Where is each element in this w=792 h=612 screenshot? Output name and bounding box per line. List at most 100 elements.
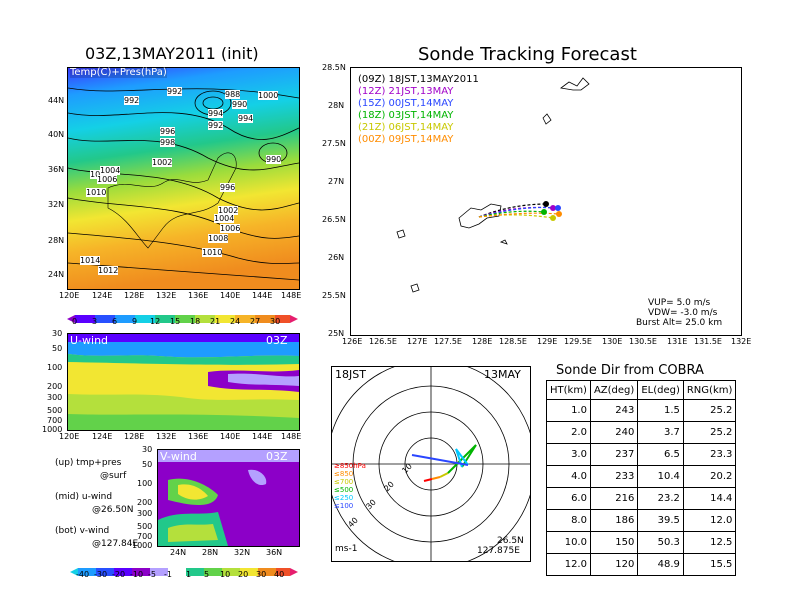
tracking-legend-entry: (21Z) 06JST,14MAY bbox=[358, 122, 454, 133]
uwind-label: U-wind bbox=[70, 334, 109, 347]
table-cell: 12.0 bbox=[546, 553, 591, 576]
isobar-label: 994 bbox=[238, 114, 254, 123]
isobar-label: 1004 bbox=[100, 166, 121, 175]
vwind-p-tick: 1000 bbox=[132, 541, 153, 550]
wind-colorbar-tick: -1 bbox=[164, 570, 172, 579]
isobar-label: 1010 bbox=[202, 248, 223, 257]
tracking-svg bbox=[396, 77, 590, 293]
legend-note: @127.84E bbox=[92, 539, 139, 549]
vwind-p-tick: 30 bbox=[142, 445, 153, 454]
legend-note: (bot) v-wind bbox=[55, 526, 110, 536]
column-header: EL(deg) bbox=[637, 380, 684, 400]
table-cell: 243 bbox=[589, 399, 639, 422]
isobar-label: 988 bbox=[225, 90, 241, 99]
table-row: 3.0 237 6.5 23.3 bbox=[546, 443, 737, 466]
legend-note: @26.50N bbox=[92, 505, 134, 515]
table-row: 6.0 216 23.2 14.4 bbox=[546, 487, 737, 510]
uwind-p-tick: 30 bbox=[52, 329, 63, 338]
uwind-lon-tick: 148E bbox=[281, 432, 302, 441]
tracking-lon-tick: 131.5E bbox=[694, 337, 722, 346]
tracking-param: VDW= -3.0 m/s bbox=[648, 308, 718, 318]
left-panel-title: 03Z,13MAY2011 (init) bbox=[85, 44, 259, 63]
table-cell: 6.0 bbox=[546, 487, 591, 510]
table-row: 1.0 243 1.5 25.2 bbox=[546, 399, 737, 422]
trajectory-endpoint bbox=[541, 209, 547, 215]
vwind-panel bbox=[157, 449, 300, 547]
temp-colorbar-tick: 24 bbox=[230, 317, 241, 326]
temp-colorbar-tick: 0 bbox=[72, 317, 78, 326]
tracking-param: VUP= 5.0 m/s bbox=[648, 298, 711, 308]
tracking-lon-tick: 127.5E bbox=[434, 337, 462, 346]
table-cell: 48.9 bbox=[637, 553, 684, 576]
vwind-p-tick: 200 bbox=[137, 498, 153, 507]
table-cell: 237 bbox=[589, 443, 639, 466]
table-cell: 15.5 bbox=[682, 553, 737, 576]
hodograph-panel bbox=[331, 366, 531, 562]
uwind-p-tick: 100 bbox=[47, 363, 63, 372]
isobar-label: 1006 bbox=[220, 224, 241, 233]
tracking-lon-tick: 128E bbox=[472, 337, 493, 346]
table-cell: 1.0 bbox=[546, 399, 591, 422]
table-cell: 20.2 bbox=[682, 465, 737, 488]
temp-colorbar-tick: 30 bbox=[270, 317, 281, 326]
wind-colorbar-tick: 40 bbox=[274, 570, 285, 579]
hodograph-lat: 26.5N bbox=[497, 536, 524, 546]
uwind-p-tick: 1000 bbox=[42, 425, 63, 434]
tracking-lon-tick: 129E bbox=[537, 337, 558, 346]
table-cell: 25.2 bbox=[682, 399, 737, 422]
table-cell: 23.2 bbox=[637, 487, 684, 510]
level-legend-entry: ≤500 bbox=[334, 486, 354, 494]
isobar-label: 992 bbox=[124, 96, 140, 105]
table-cell: 120 bbox=[589, 553, 639, 576]
trajectory-endpoint bbox=[555, 205, 561, 211]
vwind-time: 03Z bbox=[266, 450, 288, 463]
table-row: 8.0 186 39.5 12.0 bbox=[546, 509, 737, 532]
legend-note: @surf bbox=[100, 471, 127, 481]
table-cell: 50.3 bbox=[637, 531, 684, 554]
uwind-p-tick: 200 bbox=[47, 382, 63, 391]
uwind-lon-tick: 136E bbox=[188, 432, 209, 441]
uwind-lon-tick: 140E bbox=[220, 432, 241, 441]
table-cell: 23.3 bbox=[682, 443, 737, 466]
table-row: 2.0 240 3.7 25.2 bbox=[546, 421, 737, 444]
isobar-label: 990 bbox=[266, 155, 282, 164]
vwind-p-tick: 50 bbox=[142, 460, 153, 469]
cobra-table: HT(km) AZ(deg) EL(deg) RNG(km) 1.0 243 1… bbox=[546, 380, 737, 576]
vwind-label: V-wind bbox=[160, 450, 197, 463]
uwind-lon-tick: 128E bbox=[124, 432, 145, 441]
temp-colorbar-tick: 18 bbox=[190, 317, 201, 326]
temp-colorbar-svg bbox=[67, 315, 298, 323]
uwind-lon-tick: 120E bbox=[59, 432, 80, 441]
hodograph-svg bbox=[332, 367, 530, 561]
vwind-p-tick: 700 bbox=[137, 532, 153, 541]
tracking-map bbox=[350, 67, 742, 336]
tracking-lon-tick: 126.5E bbox=[369, 337, 397, 346]
table-cell: 1.5 bbox=[637, 399, 684, 422]
tracking-lon-tick: 128.5E bbox=[499, 337, 527, 346]
temp-colorbar bbox=[67, 308, 298, 323]
table-cell: 3.0 bbox=[546, 443, 591, 466]
temp-map-lat-tick: 40N bbox=[48, 130, 65, 139]
table-cell: 12.5 bbox=[682, 531, 737, 554]
table-header-row: HT(km) AZ(deg) EL(deg) RNG(km) bbox=[546, 380, 737, 400]
isobar-label: 992 bbox=[208, 121, 224, 130]
trajectory-endpoint bbox=[556, 211, 562, 217]
uwind-p-tick: 700 bbox=[47, 416, 63, 425]
temp-colorbar-tick: 27 bbox=[250, 317, 261, 326]
vwind-lat-tick: 36N bbox=[266, 548, 283, 557]
trajectory-endpoint bbox=[543, 201, 549, 207]
vwind-svg bbox=[158, 450, 299, 546]
table-cell: 3.7 bbox=[637, 421, 684, 444]
tracking-lat-tick: 26N bbox=[328, 253, 345, 262]
table-cell: 12.0 bbox=[682, 509, 737, 532]
table-cell: 14.4 bbox=[682, 487, 737, 510]
uwind-time: 03Z bbox=[266, 334, 288, 347]
hodograph-date: 13MAY bbox=[484, 368, 521, 381]
wind-colorbar-tick: -40 bbox=[76, 570, 90, 579]
table-cell: 240 bbox=[589, 421, 639, 444]
temp-map-lat-tick: 24N bbox=[48, 270, 65, 279]
isobar-label: 1008 bbox=[208, 234, 229, 243]
tracking-legend-entry: (15Z) 00JST,14MAY bbox=[358, 98, 454, 109]
tracking-lat-tick: 27N bbox=[328, 177, 345, 186]
tracking-lat-tick: 25.5N bbox=[322, 291, 346, 300]
